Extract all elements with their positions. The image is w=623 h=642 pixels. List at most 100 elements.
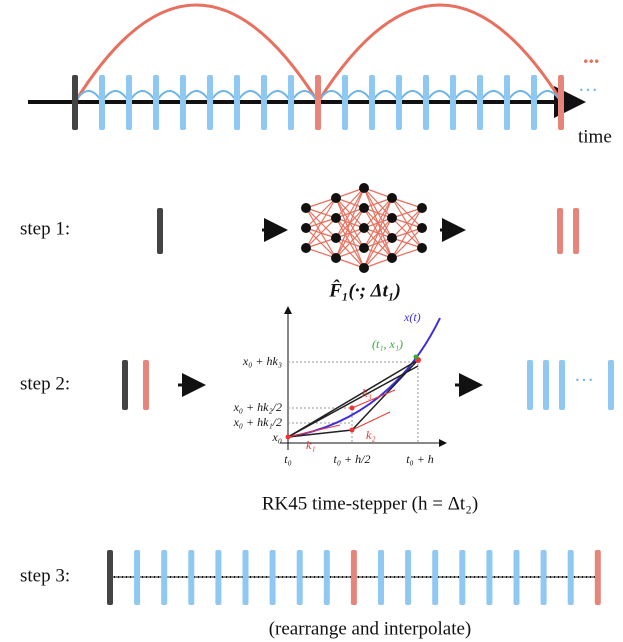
edge (363, 197, 393, 249)
caption: F̂₁(·; Δt₁) (328, 280, 401, 301)
point (349, 405, 355, 411)
tick (594, 550, 601, 605)
edge (335, 187, 365, 219)
point (285, 434, 291, 440)
node (301, 203, 311, 213)
node (301, 243, 311, 253)
tick (477, 75, 483, 130)
tick (513, 550, 520, 605)
state-bar (543, 360, 549, 410)
curve (287, 317, 441, 438)
fine-ellipsis: ··· (578, 80, 598, 102)
state-bar (527, 360, 533, 410)
slope-label: k₁ (306, 438, 316, 452)
tick (450, 75, 456, 130)
tick (432, 550, 439, 605)
caption: (rearrange and interpolate) (269, 618, 472, 639)
state-bar (573, 208, 579, 254)
edge (335, 187, 365, 239)
tick (188, 550, 195, 605)
neural-net (301, 183, 427, 273)
state-bar (122, 360, 128, 410)
slope (287, 389, 396, 438)
tick (459, 550, 466, 605)
node (331, 253, 341, 263)
state-bar (608, 360, 614, 410)
tick (378, 550, 384, 605)
ellipsis: ··· (574, 370, 594, 392)
edge (391, 207, 423, 239)
edge (391, 197, 423, 209)
edge (363, 237, 393, 269)
step-label: step 1: (20, 218, 70, 239)
y-label: x₀ + hk₂/2 (233, 400, 282, 414)
edge (305, 217, 337, 249)
state-bar (143, 360, 149, 410)
node (331, 193, 341, 203)
tick (423, 75, 429, 130)
tick (323, 550, 330, 605)
node (387, 213, 397, 223)
tick (486, 550, 493, 605)
curve-label: x(t) (403, 310, 421, 324)
node (359, 203, 369, 213)
step-label: step 3: (20, 565, 70, 586)
edge (305, 197, 337, 249)
tick (153, 75, 159, 130)
edge (335, 207, 365, 259)
rk-plot (280, 306, 447, 450)
tick (134, 550, 141, 605)
node (417, 203, 427, 213)
edge (335, 187, 365, 259)
tick (342, 75, 348, 130)
edge (391, 227, 423, 259)
edge (363, 197, 393, 269)
tick (315, 75, 321, 130)
node (417, 223, 427, 233)
y-label: x₀ + hk₁/2 (233, 415, 282, 429)
edge (391, 207, 423, 219)
step-label: step 2: (20, 373, 70, 394)
edge (305, 197, 337, 209)
edge (305, 237, 337, 249)
tick (269, 550, 276, 605)
node (331, 213, 341, 223)
node (359, 263, 369, 273)
tick (396, 75, 402, 130)
edge (391, 207, 423, 259)
node (359, 243, 369, 253)
tick (161, 550, 168, 605)
merged-timeline (107, 550, 601, 605)
tick (540, 550, 547, 605)
x-label: t₀ + h/2 (334, 452, 371, 466)
node (331, 233, 341, 243)
coarse-ellipsis: ... (583, 43, 600, 68)
tick (126, 75, 132, 130)
rk-line (287, 359, 419, 438)
slope-label: k₃ (362, 386, 372, 400)
edge (305, 247, 337, 259)
y-label: x₀ + hk₃ (242, 354, 282, 368)
edge (363, 197, 393, 229)
tick (234, 75, 240, 130)
tick (261, 75, 267, 130)
tick (296, 550, 303, 605)
tick (567, 550, 574, 605)
point (413, 354, 419, 360)
point (349, 427, 355, 433)
tick (405, 550, 412, 605)
tick (369, 75, 375, 130)
tick (215, 550, 222, 605)
y-label: x₀ (272, 430, 283, 444)
time-label: time (578, 126, 612, 147)
node (359, 183, 369, 193)
endpoint-label: (t₁, x₁) (372, 337, 403, 351)
tick (288, 75, 294, 130)
state-bar (157, 208, 163, 254)
state-bar (557, 208, 563, 254)
edge (363, 217, 393, 269)
tick (531, 75, 537, 130)
node (359, 223, 369, 233)
tick (207, 75, 213, 130)
